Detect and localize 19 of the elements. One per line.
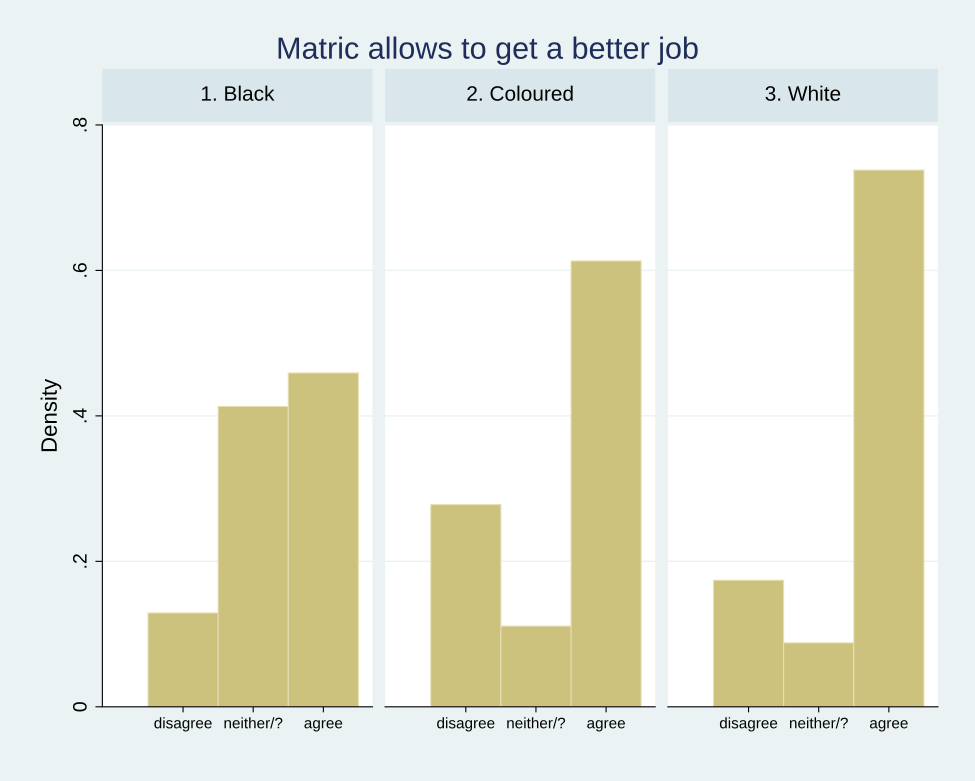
y-tick-label: .6 xyxy=(72,263,87,277)
x-tick-label: agree xyxy=(587,720,625,732)
x-tick-label: agree xyxy=(870,720,908,732)
y-tick-label: .8 xyxy=(72,118,87,132)
chart-title: 1. Black xyxy=(202,86,274,101)
x-tick-label: agree xyxy=(304,720,342,732)
x-tick-label: neither/? xyxy=(790,717,848,728)
x-tick-label: disagree xyxy=(437,717,494,732)
y-tick-label: .2 xyxy=(72,554,87,568)
x-tick-label: neither/? xyxy=(224,717,282,728)
x-tick-label: disagree xyxy=(154,717,212,732)
x-tick-label: disagree xyxy=(720,717,778,732)
y-tick-label: .4 xyxy=(73,408,87,422)
text: Matric allows to get a better job xyxy=(278,36,698,66)
x-tick-label: neither/? xyxy=(507,717,566,728)
chart-title: 3. White xyxy=(766,86,840,101)
y-axis-title: Density xyxy=(40,378,62,452)
y-tick-label: 0 xyxy=(72,702,87,712)
chart-title: 2. Coloured xyxy=(467,86,573,101)
